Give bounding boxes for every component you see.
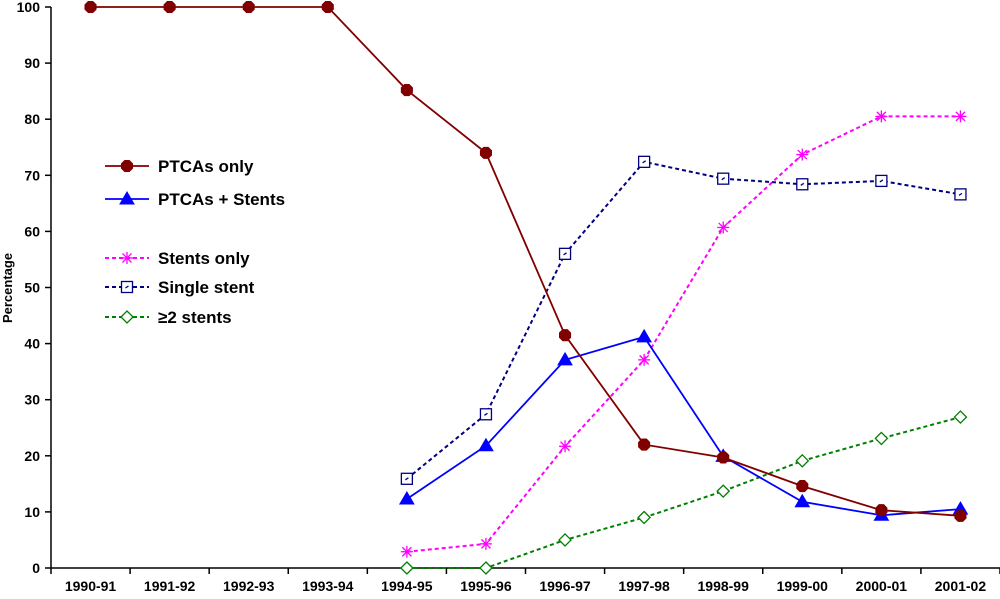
legend-label: Single stent [158, 278, 255, 297]
data-point [559, 440, 572, 453]
data-point [479, 537, 492, 550]
data-point [795, 453, 810, 468]
data-point [875, 110, 888, 123]
data-point [794, 493, 811, 508]
data-point [479, 408, 493, 421]
x-tick-label: 1990-91 [65, 578, 117, 594]
series-stents-only [400, 110, 967, 558]
legend-item: ≥2 stents [105, 308, 232, 327]
data-point [242, 0, 255, 14]
data-point [796, 480, 809, 493]
data-point [557, 351, 573, 366]
x-tick-label: 1997-98 [618, 578, 670, 594]
legend-marker [120, 280, 134, 294]
data-point [400, 472, 414, 485]
data-point [638, 438, 651, 451]
data-point [638, 353, 651, 366]
data-point [796, 178, 809, 191]
y-tick-label: 70 [24, 167, 40, 183]
x-tick-label: 1992-93 [223, 578, 275, 594]
legend-item: PTCAs + Stents [105, 190, 285, 209]
data-point [479, 146, 492, 159]
data-point [954, 110, 967, 123]
legend-marker [119, 191, 135, 205]
data-point [558, 533, 572, 547]
legend-label: PTCAs + Stents [158, 190, 285, 209]
series-line [406, 335, 961, 517]
series-line [406, 160, 961, 480]
series-ptcas-only [84, 0, 967, 522]
legend-marker [120, 310, 134, 324]
legend-item: Stents only [105, 249, 250, 268]
data-point [716, 484, 731, 499]
data-point [875, 504, 888, 517]
data-point [717, 172, 730, 185]
x-tick-label: 1996-97 [539, 578, 591, 594]
data-point [717, 451, 730, 464]
data-point [84, 0, 97, 14]
y-tick-label: 100 [17, 0, 41, 15]
x-tick-label: 1994-95 [381, 578, 433, 594]
data-point [478, 437, 494, 452]
y-tick-label: 30 [24, 392, 40, 408]
data-point [954, 188, 967, 201]
x-tick-label: 2000-01 [856, 578, 908, 594]
x-tick-label: 1998-99 [698, 578, 750, 594]
legend-label: Stents only [158, 249, 250, 268]
x-tick-label: 1999-00 [777, 578, 829, 594]
data-point [954, 509, 967, 522]
series-ptcas-stents [399, 328, 969, 521]
x-tick-label: 1993-94 [302, 578, 354, 594]
data-point [637, 510, 652, 525]
data-point [636, 328, 652, 343]
y-tick-label: 60 [24, 223, 40, 239]
y-axis-title: Percentage [0, 253, 15, 323]
y-tick-label: 90 [24, 55, 40, 71]
data-point [953, 410, 968, 425]
legend-item: Single stent [105, 278, 255, 297]
data-point [874, 431, 889, 446]
data-point [559, 329, 572, 342]
x-tick-label: 1995-96 [460, 578, 512, 594]
x-tick-label: 1991-92 [144, 578, 196, 594]
series-layer [84, 0, 969, 575]
data-point [399, 491, 415, 505]
series-single-stent [400, 155, 967, 485]
legend-item: PTCAs only [105, 157, 254, 176]
y-tick-label: 40 [24, 336, 40, 352]
y-tick-label: 50 [24, 280, 40, 296]
data-point [321, 0, 334, 14]
x-tick-group: 1990-91 1991-92 1992-93 1993-94 1994-95 1995-… [50, 568, 1000, 594]
data-point [796, 148, 809, 161]
data-point [479, 561, 493, 575]
data-point [400, 545, 413, 558]
data-point [875, 174, 888, 188]
data-point [637, 155, 651, 168]
y-tick-label: 20 [24, 448, 40, 464]
y-tick-label: 80 [24, 111, 40, 127]
y-tick-label: 0 [32, 560, 40, 576]
series-2-stents [399, 410, 968, 575]
legend-label: PTCAs only [158, 157, 254, 176]
series-line [406, 115, 961, 553]
data-point [558, 247, 572, 260]
series-line [406, 416, 961, 569]
series-line [90, 6, 961, 517]
legend-label: ≥2 stents [158, 308, 232, 327]
data-point [717, 221, 730, 234]
data-point [400, 83, 413, 97]
legend-marker [120, 159, 134, 173]
data-point [399, 561, 414, 575]
y-tick-group: 0 10 20 30 40 50 60 70 80 90 100 [17, 0, 51, 576]
x-tick-label: 2001-02 [935, 578, 987, 594]
data-point [163, 0, 176, 14]
y-tick-label: 10 [24, 504, 40, 520]
legend-marker [121, 252, 133, 264]
legend: PTCAs only PTCAs + Stents Stents only Singl… [105, 157, 285, 327]
